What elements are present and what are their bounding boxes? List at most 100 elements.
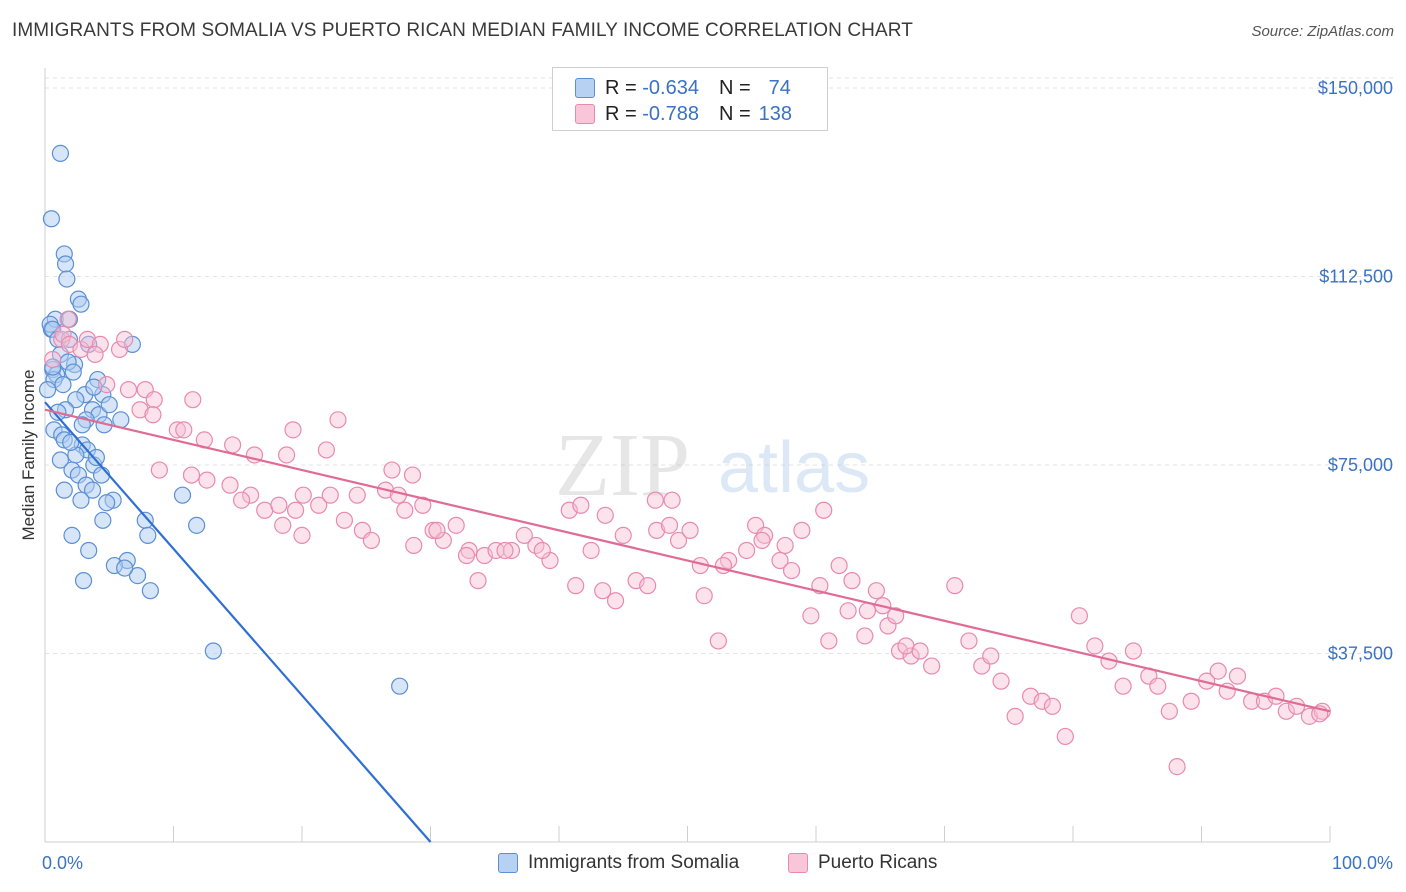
pr-point	[175, 421, 193, 439]
somalia-point	[85, 378, 103, 396]
pr-point	[98, 376, 116, 394]
pr-point	[469, 572, 487, 590]
pr-point	[982, 647, 1000, 665]
somalia-point	[204, 642, 222, 660]
pr-point	[460, 541, 478, 560]
pr-point	[738, 541, 756, 560]
pr-point	[317, 441, 336, 459]
pr-point	[843, 572, 861, 590]
pr-point	[294, 486, 312, 504]
somalia-point	[42, 210, 61, 228]
pr-point	[596, 506, 614, 524]
somalia-point	[116, 559, 134, 577]
pr-point	[820, 632, 838, 650]
pr-point	[572, 496, 590, 514]
pr-point	[663, 491, 681, 509]
pr-point	[776, 536, 794, 555]
bottom-legend-swatch-somalia	[498, 853, 518, 873]
somalia-point	[173, 486, 192, 504]
x-tick-label-max: 100.0%	[1332, 853, 1393, 873]
somalia-point	[62, 433, 80, 452]
somalia-point	[51, 451, 70, 469]
somalia-point	[98, 494, 116, 512]
pr-point	[1300, 707, 1319, 725]
somalia-point	[58, 270, 76, 288]
pr-point	[867, 582, 885, 600]
pr-point	[515, 526, 533, 544]
somalia-point	[64, 363, 82, 381]
pr-point	[389, 486, 407, 504]
legend-n-label: N =	[718, 102, 751, 125]
pr-point	[1313, 702, 1331, 720]
pr-point	[434, 531, 452, 550]
series-pr-points	[44, 310, 1331, 776]
bottom-legend-pr: Puerto Ricans	[788, 852, 937, 874]
pr-point	[594, 582, 612, 600]
y-axis-label: Median Family Income	[19, 369, 38, 540]
somalia-point	[80, 541, 98, 560]
legend-n-label: N =	[718, 76, 751, 99]
pr-point	[1124, 642, 1142, 660]
pr-point	[233, 491, 251, 509]
pr-point	[830, 556, 848, 575]
chart-title: IMMIGRANTS FROM SOMALIA VS PUERTO RICAN …	[12, 20, 913, 41]
pr-point	[457, 546, 476, 565]
y-tick-label: $150,000	[1318, 78, 1393, 98]
pr-point	[567, 577, 585, 595]
pr-point	[1043, 697, 1062, 715]
pr-point	[383, 461, 401, 479]
pr-point	[1277, 702, 1295, 720]
pr-point	[1006, 707, 1024, 725]
pr-point	[405, 536, 423, 555]
x-tick-label-min: 0.0%	[42, 853, 83, 873]
pr-point	[614, 526, 632, 544]
somalia-point	[94, 511, 112, 529]
pr-point	[496, 541, 514, 560]
bottom-legend-somalia: Immigrants from Somalia	[498, 852, 739, 874]
pr-point	[224, 436, 242, 454]
pr-point	[681, 521, 699, 539]
pr-point	[1160, 702, 1178, 720]
somalia-point	[38, 381, 57, 399]
pr-point	[396, 501, 414, 519]
somalia-point	[74, 572, 93, 590]
pr-point	[815, 501, 833, 519]
pr-point	[639, 577, 657, 595]
bottom-legend-label-pr: Puerto Ricans	[818, 852, 938, 873]
pr-point	[856, 627, 874, 645]
somalia-point	[87, 448, 106, 467]
legend-row-pr: R = -0.788 N = 138	[575, 102, 792, 126]
pr-point	[321, 486, 339, 504]
pr-point	[348, 486, 366, 504]
pr-point	[119, 381, 138, 399]
pr-point	[646, 491, 664, 509]
pr-point	[946, 577, 964, 595]
bottom-legend-swatch-pr	[788, 853, 808, 873]
pr-point	[242, 486, 260, 504]
somalia-point	[83, 481, 102, 499]
legend-n-value: 138	[758, 102, 793, 125]
somalia-point	[136, 511, 154, 529]
pr-point	[1033, 692, 1051, 710]
pr-point	[923, 657, 941, 675]
legend-swatch-somalia	[575, 78, 595, 98]
y-tick-label: $112,500	[1319, 267, 1393, 287]
pr-point	[887, 607, 905, 625]
pr-point	[198, 471, 216, 489]
pr-point	[1070, 607, 1089, 625]
pr-point	[145, 391, 163, 409]
y-tick-label: $37,500	[1328, 644, 1393, 664]
pr-point	[286, 501, 305, 519]
pr-point	[753, 531, 771, 550]
pr-point	[131, 401, 149, 419]
pr-point	[329, 411, 347, 429]
somalia-point	[100, 396, 118, 414]
legend-r-label: R =	[605, 102, 637, 125]
pr-point	[720, 551, 738, 570]
watermark: ZIP atlas	[555, 416, 870, 515]
legend-swatch-pr	[575, 104, 595, 124]
somalia-point	[92, 466, 111, 484]
pr-point	[902, 647, 920, 665]
pr-point	[992, 672, 1010, 690]
pr-point	[839, 602, 857, 620]
